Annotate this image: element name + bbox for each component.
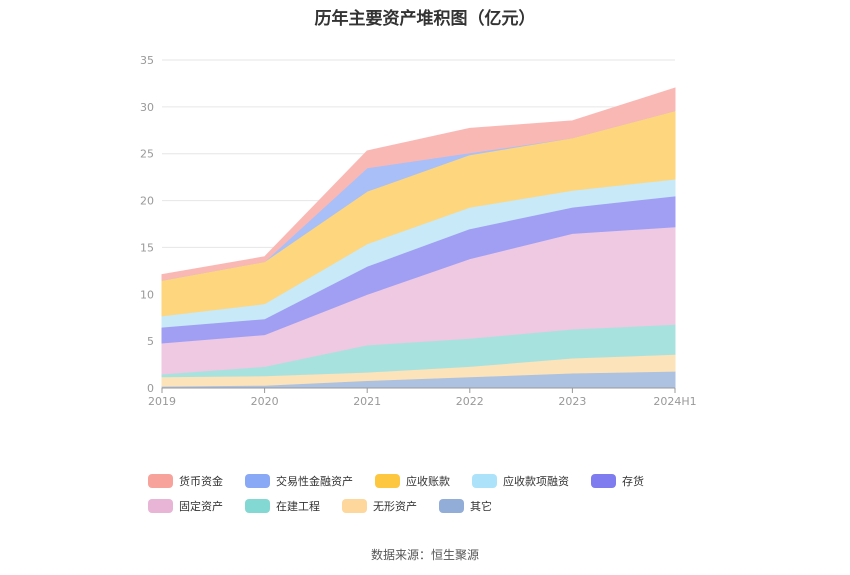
legend-item[interactable]: 交易性金融资产 (245, 472, 353, 489)
legend-item[interactable]: 固定资产 (148, 497, 223, 514)
legend-item[interactable]: 货币资金 (148, 472, 223, 489)
chart-title: 历年主要资产堆积图（亿元） (314, 9, 536, 29)
stacked-area-chart: 0 5 10 15 20 25 30 35 2019 2020 2021 2022 2023 2024H1 (140, 54, 697, 408)
x-tick-label: 2024H1 (653, 395, 696, 408)
legend-swatch (148, 498, 173, 513)
x-tick-label: 2023 (558, 395, 586, 408)
legend-swatch (439, 498, 464, 513)
legend-swatch (342, 498, 367, 513)
legend-label: 固定资产 (179, 499, 223, 513)
legend-label: 其它 (470, 499, 492, 513)
legend-item[interactable]: 应收款项融资 (472, 472, 569, 489)
y-tick-label: 15 (140, 241, 154, 254)
data-source-note: 数据来源：恒生聚源 (370, 548, 479, 562)
legend-item[interactable]: 无形资产 (342, 497, 417, 514)
legend-swatch (148, 473, 173, 488)
legend-swatch (245, 473, 270, 488)
y-tick-label: 30 (140, 101, 154, 114)
y-tick-label: 5 (147, 335, 154, 348)
legend-label: 应收款项融资 (503, 474, 569, 488)
legend-label: 无形资产 (373, 499, 417, 513)
legend-label: 货币资金 (179, 474, 223, 488)
y-tick-label: 25 (140, 148, 154, 161)
y-tick-label: 0 (147, 382, 154, 395)
x-tick-label: 2021 (353, 395, 381, 408)
axes: 0 5 10 15 20 25 30 35 2019 2020 2021 2022 2023 2024H1 (140, 54, 697, 408)
legend-item[interactable]: 在建工程 (245, 497, 320, 514)
legend-label: 存货 (622, 474, 644, 488)
area-9[interactable] (161, 87, 676, 281)
y-tick-label: 10 (140, 288, 154, 301)
legend-swatch (591, 473, 616, 488)
area-series (161, 87, 676, 389)
legend-label: 交易性金融资产 (276, 474, 353, 488)
legend-item[interactable]: 存货 (591, 472, 644, 489)
legend-item[interactable]: 其它 (439, 497, 492, 514)
x-tick-label: 2019 (148, 395, 176, 408)
y-tick-label: 20 (140, 195, 154, 208)
legend: 货币资金 交易性金融资产 应收账款 应收款项融资 存货固定资产 在建工程 无形资产 其它 (148, 472, 748, 514)
legend-label: 在建工程 (276, 499, 320, 513)
legend-item[interactable]: 应收账款 (375, 472, 450, 489)
legend-swatch (472, 473, 497, 488)
legend-swatch (245, 498, 270, 513)
legend-label: 应收账款 (406, 474, 450, 488)
x-tick-label: 2022 (456, 395, 484, 408)
y-tick-label: 35 (140, 54, 154, 67)
x-tick-label: 2020 (251, 395, 279, 408)
legend-swatch (375, 473, 400, 488)
